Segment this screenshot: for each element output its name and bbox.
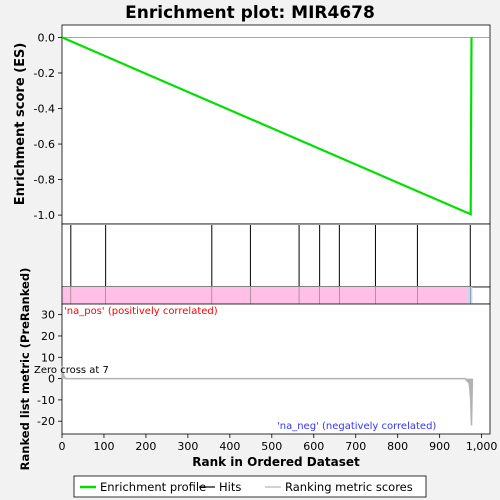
negative-band <box>466 287 473 304</box>
hits-plot-area <box>61 223 491 288</box>
legend-label: Enrichment profile <box>100 480 206 494</box>
es-y-ticks: 0.0 -0.2 -0.4 -0.6 -0.8 -1.0 <box>34 31 62 222</box>
es-y-tick-label: -1.0 <box>34 209 55 222</box>
ranking-y-tick-label: 10 <box>41 351 55 364</box>
x-tick-label: 300 <box>177 440 198 453</box>
ranking-y-axis-label: Ranked list metric (PreRanked) <box>18 268 32 471</box>
positive-band <box>62 287 467 304</box>
es-y-tick-label: -0.4 <box>34 103 55 116</box>
x-tick-label: 200 <box>135 440 156 453</box>
ranking-y-tick-label: -20 <box>37 415 55 428</box>
zero-cross-label: Zero cross at 7 <box>34 365 109 376</box>
ranking-y-tick-label: 20 <box>41 330 55 343</box>
es-y-tick-label: -0.6 <box>34 138 55 151</box>
es-y-tick-label: -0.8 <box>34 174 55 187</box>
hits-panel <box>61 223 491 288</box>
es-y-tick-label: 0.0 <box>38 31 56 44</box>
es-y-tick-label: -0.2 <box>34 67 55 80</box>
hit-marks <box>70 225 471 286</box>
ranking-plot-area <box>61 303 491 435</box>
correlation-band <box>61 286 491 305</box>
ranking-y-tick-label: 30 <box>41 309 55 322</box>
x-axis-label: Rank in Ordered Dataset <box>192 455 360 469</box>
legend-label: Hits <box>219 480 241 494</box>
x-tick-label: 500 <box>261 440 282 453</box>
x-tick-label: 0 <box>59 440 66 453</box>
x-axis-ticks: 0 100 200 300 400 500 600 700 800 900 1,000 <box>59 434 498 453</box>
x-tick-label: 600 <box>303 440 324 453</box>
band-hit-marks <box>70 287 471 304</box>
legend-label: Ranking metric scores <box>285 480 413 494</box>
legend: Enrichment profile Hits Ranking metric sco… <box>73 475 427 498</box>
x-tick-label: 800 <box>387 440 408 453</box>
positive-correlation-label: 'na_pos' (positively correlated) <box>64 306 218 317</box>
x-tick-label: 100 <box>93 440 114 453</box>
ranking-metric-area <box>61 365 474 426</box>
x-tick-label: 400 <box>219 440 240 453</box>
es-panel: 0.0 -0.2 -0.4 -0.6 -0.8 -1.0 Enrichment score… <box>13 24 491 225</box>
legend-box <box>73 475 427 498</box>
es-y-axis-label: Enrichment score (ES) <box>13 43 28 206</box>
negative-correlation-label: 'na_neg' (negatively correlated) <box>277 421 436 432</box>
x-tick-label: 900 <box>429 440 450 453</box>
x-tick-label: 700 <box>345 440 366 453</box>
es-profile-line <box>61 36 473 216</box>
x-tick-label: 1,000 <box>466 440 498 453</box>
ranking-y-tick-label: 0 <box>48 373 55 386</box>
ranking-y-tick-label: -10 <box>37 394 55 407</box>
ranking-y-ticks: 30 20 10 0 -10 -20 <box>37 309 62 428</box>
chart-title: Enrichment plot: MIR4678 <box>125 3 375 23</box>
